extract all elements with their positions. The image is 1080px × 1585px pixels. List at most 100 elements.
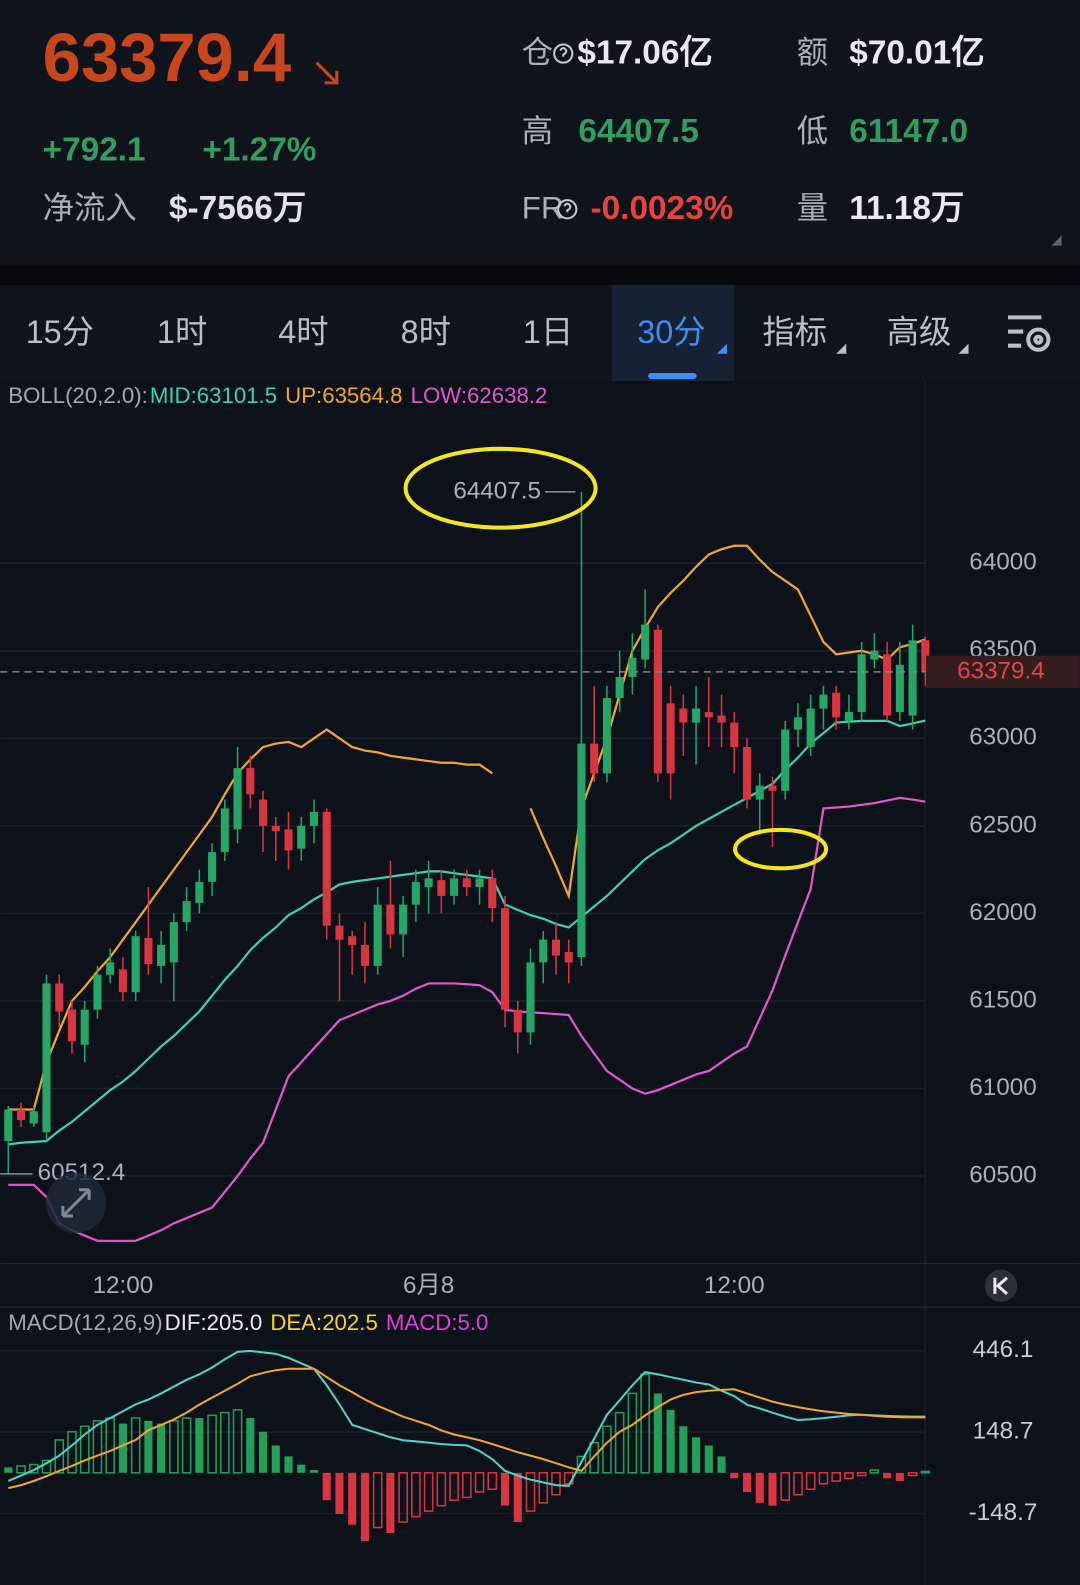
candle-body xyxy=(908,640,917,716)
candle-body xyxy=(246,768,255,795)
macd-bar xyxy=(780,1472,791,1501)
candle-body xyxy=(450,878,459,896)
candle-body xyxy=(335,925,344,940)
candle-body xyxy=(271,825,280,832)
macd-bar xyxy=(67,1431,77,1474)
candle-body xyxy=(653,629,662,774)
candle-body xyxy=(322,811,331,926)
candle-body xyxy=(93,974,102,1010)
high-label: 高 xyxy=(522,114,553,149)
candle-body xyxy=(348,936,357,945)
tab[interactable]: 高级 xyxy=(887,314,952,350)
candle-body xyxy=(870,650,879,660)
macd-bar xyxy=(449,1472,459,1501)
candle-body xyxy=(55,983,64,1012)
legend-entry: BOLL(20,2.0): xyxy=(8,383,148,408)
active-tab-indicator xyxy=(648,373,697,380)
help-icon[interactable] xyxy=(553,43,574,64)
legend-entry: DIF:205.0 xyxy=(165,1310,263,1335)
x-tick-label: 12:00 xyxy=(93,1272,154,1299)
candle-body xyxy=(793,717,803,730)
last-price-tag xyxy=(926,655,1080,689)
price-change: +792.1 xyxy=(43,131,146,168)
net-inflow-label: 净流入 xyxy=(43,191,137,226)
turnover-label: 额 xyxy=(797,35,828,70)
x-tick-label: 6月8 xyxy=(403,1272,454,1299)
tab-bar xyxy=(0,285,1080,382)
open-interest-value: $17.06亿 xyxy=(577,34,712,71)
macd-bar xyxy=(768,1472,777,1506)
y-tick-label: 61500 xyxy=(969,986,1036,1013)
tab[interactable]: 1时 xyxy=(157,314,207,350)
tab[interactable]: 15分 xyxy=(26,314,94,350)
candle-body xyxy=(844,712,853,721)
expand-corner[interactable] xyxy=(1051,235,1062,246)
macd-bar xyxy=(258,1431,268,1473)
y-tick-label: 60500 xyxy=(969,1161,1036,1188)
macd-bar xyxy=(627,1392,638,1474)
macd-bar xyxy=(525,1472,536,1512)
macd-bar xyxy=(538,1472,549,1504)
candle-body xyxy=(360,944,369,966)
candle-body xyxy=(488,878,497,909)
macd-bar xyxy=(309,1470,319,1473)
macd-bar xyxy=(220,1411,230,1474)
candle-body xyxy=(144,937,153,965)
candle-body xyxy=(921,640,930,672)
funding-rate-value: -0.0023% xyxy=(591,190,734,227)
macd-bar xyxy=(246,1418,255,1473)
candle-body xyxy=(386,904,395,935)
candle-body xyxy=(462,878,471,888)
candle-body xyxy=(80,1009,89,1045)
macd-bar xyxy=(144,1420,153,1473)
macd-bar xyxy=(386,1472,395,1534)
candle-body xyxy=(4,1109,13,1141)
candle-body xyxy=(220,808,229,853)
candle-body xyxy=(692,708,701,723)
tab[interactable]: 8时 xyxy=(401,314,451,350)
macd-bar xyxy=(653,1393,662,1473)
indicator-line xyxy=(8,1367,926,1490)
tab[interactable]: 1日 xyxy=(523,314,573,350)
candle-body xyxy=(373,904,382,966)
jump-to-latest-button[interactable] xyxy=(984,1269,1018,1302)
macd-bar xyxy=(513,1472,522,1523)
tab[interactable]: 指标 xyxy=(762,314,827,350)
highlight-ellipse xyxy=(733,827,829,871)
candle-body xyxy=(679,708,688,723)
y-tick-label: 64000 xyxy=(969,549,1036,576)
legend-entry: LOW:62638.2 xyxy=(411,383,548,408)
help-icon[interactable] xyxy=(557,199,578,220)
net-inflow-value: $-7566万 xyxy=(169,190,306,227)
macd-bar xyxy=(398,1472,408,1523)
low-label: 低 xyxy=(797,114,828,149)
active-tab-bg xyxy=(611,285,735,382)
tab-active[interactable]: 30分 xyxy=(637,314,705,350)
macd-bar xyxy=(920,1470,931,1474)
candle-body xyxy=(806,708,815,748)
candle-body xyxy=(628,657,637,678)
candle-body xyxy=(182,901,191,923)
macd-bar xyxy=(92,1420,103,1474)
chart-settings-icon[interactable] xyxy=(1008,315,1051,352)
candle-body xyxy=(157,944,166,966)
macd-bar xyxy=(730,1472,739,1479)
macd-bar xyxy=(666,1409,675,1473)
candle-body xyxy=(106,962,115,975)
tab[interactable]: 4时 xyxy=(278,314,328,350)
macd-bar xyxy=(157,1423,166,1473)
fullscreen-button[interactable] xyxy=(45,1172,107,1234)
candle-body xyxy=(208,852,217,882)
candle-body xyxy=(615,677,624,699)
candle-body xyxy=(895,664,904,713)
macd-bar xyxy=(271,1445,280,1473)
macd-bar xyxy=(348,1472,357,1525)
candle-body xyxy=(513,1009,522,1033)
macd-bar xyxy=(602,1425,612,1474)
candle-body xyxy=(577,743,586,958)
x-tick-label: 12:00 xyxy=(704,1272,765,1299)
candle-body xyxy=(67,1009,77,1042)
highlight-ellipse xyxy=(403,446,598,530)
candle-body xyxy=(500,908,510,1010)
indicator-line xyxy=(8,796,926,1242)
